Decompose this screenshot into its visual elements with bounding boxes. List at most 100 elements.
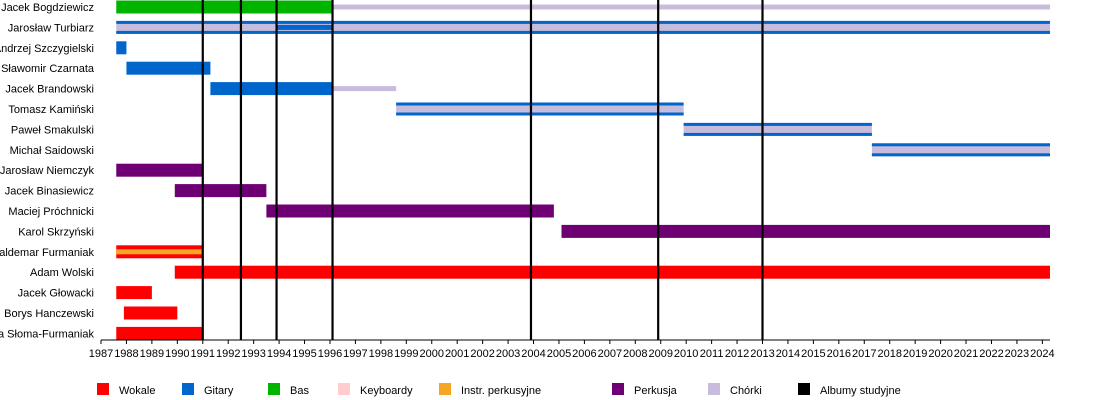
- member-label: Adam Wolski: [30, 267, 94, 279]
- bar-gitary: [126, 61, 211, 75]
- member-label: Borys Hanczewski: [4, 308, 94, 320]
- legend-label: Keyboardy: [360, 385, 413, 397]
- x-tick-label: 2017: [852, 348, 876, 360]
- x-tick-label: 2020: [928, 348, 952, 360]
- x-tick-label: 2007: [598, 348, 622, 360]
- bar-edge-top: [683, 122, 872, 126]
- bar-secondary-ch-rki: [332, 4, 1050, 10]
- legend-swatch: [268, 383, 280, 395]
- bar-edge-bottom: [396, 112, 684, 116]
- x-tick-label: 2012: [725, 348, 749, 360]
- legend-label: Gitary: [204, 385, 234, 397]
- x-tick-label: 1989: [140, 348, 164, 360]
- x-tick-label: 2001: [445, 348, 469, 360]
- member-label: Maciej Próchnicki: [8, 206, 94, 218]
- x-tick-label: 2019: [903, 348, 927, 360]
- x-tick-label: 1998: [369, 348, 393, 360]
- bar-ch-rki: [116, 20, 1050, 34]
- x-tick-label: 1990: [165, 348, 189, 360]
- legend-label: Perkusja: [634, 385, 678, 397]
- x-tick-label: 1991: [191, 348, 215, 360]
- legend-swatch: [798, 383, 810, 395]
- x-tick-label: 2009: [648, 348, 672, 360]
- bar-edge-bottom: [116, 30, 1050, 34]
- legend-label: Bas: [290, 385, 309, 397]
- bar-edge-top: [396, 102, 684, 106]
- x-tick-label: 1996: [318, 348, 342, 360]
- bar-edge-bottom: [683, 132, 872, 136]
- legend-swatch: [338, 383, 350, 395]
- album-lines-layer: [201, 0, 764, 340]
- bar-gitary: [116, 41, 127, 55]
- bar-wokale: [116, 326, 203, 340]
- member-label: Karol Skrzyński: [18, 226, 94, 238]
- x-tick-label: 2010: [674, 348, 698, 360]
- legend-label: Instr. perkusyjne: [461, 385, 541, 397]
- bar-layer: [116, 0, 1050, 340]
- x-tick-label: 2014: [776, 348, 800, 360]
- x-tick-label: 2003: [496, 348, 520, 360]
- x-tick-label: 2008: [623, 348, 647, 360]
- legend-swatch: [612, 383, 624, 395]
- x-tick-label: 1994: [267, 348, 291, 360]
- bar-edge-bottom: [871, 153, 1050, 157]
- x-tick-label: 1997: [343, 348, 367, 360]
- member-labels-layer: Jacek Bogdziewicz Jarosław Turbiarz Andrze…: [0, 2, 95, 340]
- bar-ch-rki: [683, 122, 872, 136]
- x-tick-label: 1992: [216, 348, 240, 360]
- x-tick-label: 1988: [114, 348, 138, 360]
- bar-secondary-gitary: [276, 24, 333, 30]
- bar-wokale: [174, 265, 1050, 279]
- bar-secondary-ch-rki: [332, 86, 397, 92]
- legend-swatch: [97, 383, 109, 395]
- x-tick-label: 1993: [241, 348, 265, 360]
- member-label: Renata Słoma-Furmaniak: [0, 328, 94, 340]
- x-tick-label: 2016: [827, 348, 851, 360]
- legend: Wokale Gitary Bas Keyboardy Instr. perkusyjn…: [97, 383, 901, 397]
- member-label: Paweł Smakulski: [11, 124, 94, 136]
- bar-edge-top: [871, 143, 1050, 147]
- legend-label: Wokale: [119, 385, 155, 397]
- x-tick-label: 1999: [394, 348, 418, 360]
- bar-bas: [116, 0, 333, 14]
- bar-perkusja: [561, 224, 1050, 238]
- x-tick-label: 2018: [877, 348, 901, 360]
- member-label: Tomasz Kamiński: [8, 104, 94, 116]
- member-label: Jarosław Turbiarz: [8, 22, 94, 34]
- bar-gitary: [210, 82, 333, 96]
- x-tick-label: 2021: [954, 348, 978, 360]
- member-label: Jacek Głowacki: [18, 288, 94, 300]
- x-tick-label: 2011: [700, 348, 724, 360]
- bar-secondary-instr-perkusyjne: [116, 249, 203, 255]
- x-tick-label: 2002: [470, 348, 494, 360]
- x-tick-label: 2023: [1005, 348, 1029, 360]
- x-tick-label: 2013: [750, 348, 774, 360]
- bar-perkusja: [174, 184, 267, 198]
- x-axis: 1987 1988 1989 1990 1991 1992 1993 1994 1995 1996…: [89, 339, 1055, 360]
- bar-wokale: [116, 286, 152, 300]
- legend-swatch: [708, 383, 720, 395]
- x-tick-label: 2015: [801, 348, 825, 360]
- x-tick-label: 2006: [572, 348, 596, 360]
- bar-perkusja: [266, 204, 554, 218]
- legend-label: Chórki: [730, 385, 762, 397]
- bar-ch-rki: [871, 143, 1050, 157]
- bar-perkusja: [116, 163, 203, 177]
- x-tick-label: 1995: [292, 348, 316, 360]
- member-label: Jacek Bogdziewicz: [1, 2, 94, 14]
- legend-label: Albumy studyjne: [820, 385, 901, 397]
- legend-swatch: [439, 383, 451, 395]
- member-label: Waldemar Furmaniak: [0, 247, 94, 259]
- member-label: Jacek Brandowski: [5, 84, 94, 96]
- x-tick-label: 2000: [420, 348, 444, 360]
- bar-edge-top: [116, 20, 1050, 24]
- x-tick-label: 2022: [979, 348, 1003, 360]
- legend-swatch: [182, 383, 194, 395]
- member-label: Jacek Binasiewicz: [5, 186, 94, 198]
- member-label: Michał Saidowski: [10, 145, 94, 157]
- x-tick-label: 2005: [547, 348, 571, 360]
- x-tick-label: 2004: [521, 348, 545, 360]
- x-tick-label: 2024: [1030, 348, 1054, 360]
- member-label: Sławomir Czarnata: [1, 63, 95, 75]
